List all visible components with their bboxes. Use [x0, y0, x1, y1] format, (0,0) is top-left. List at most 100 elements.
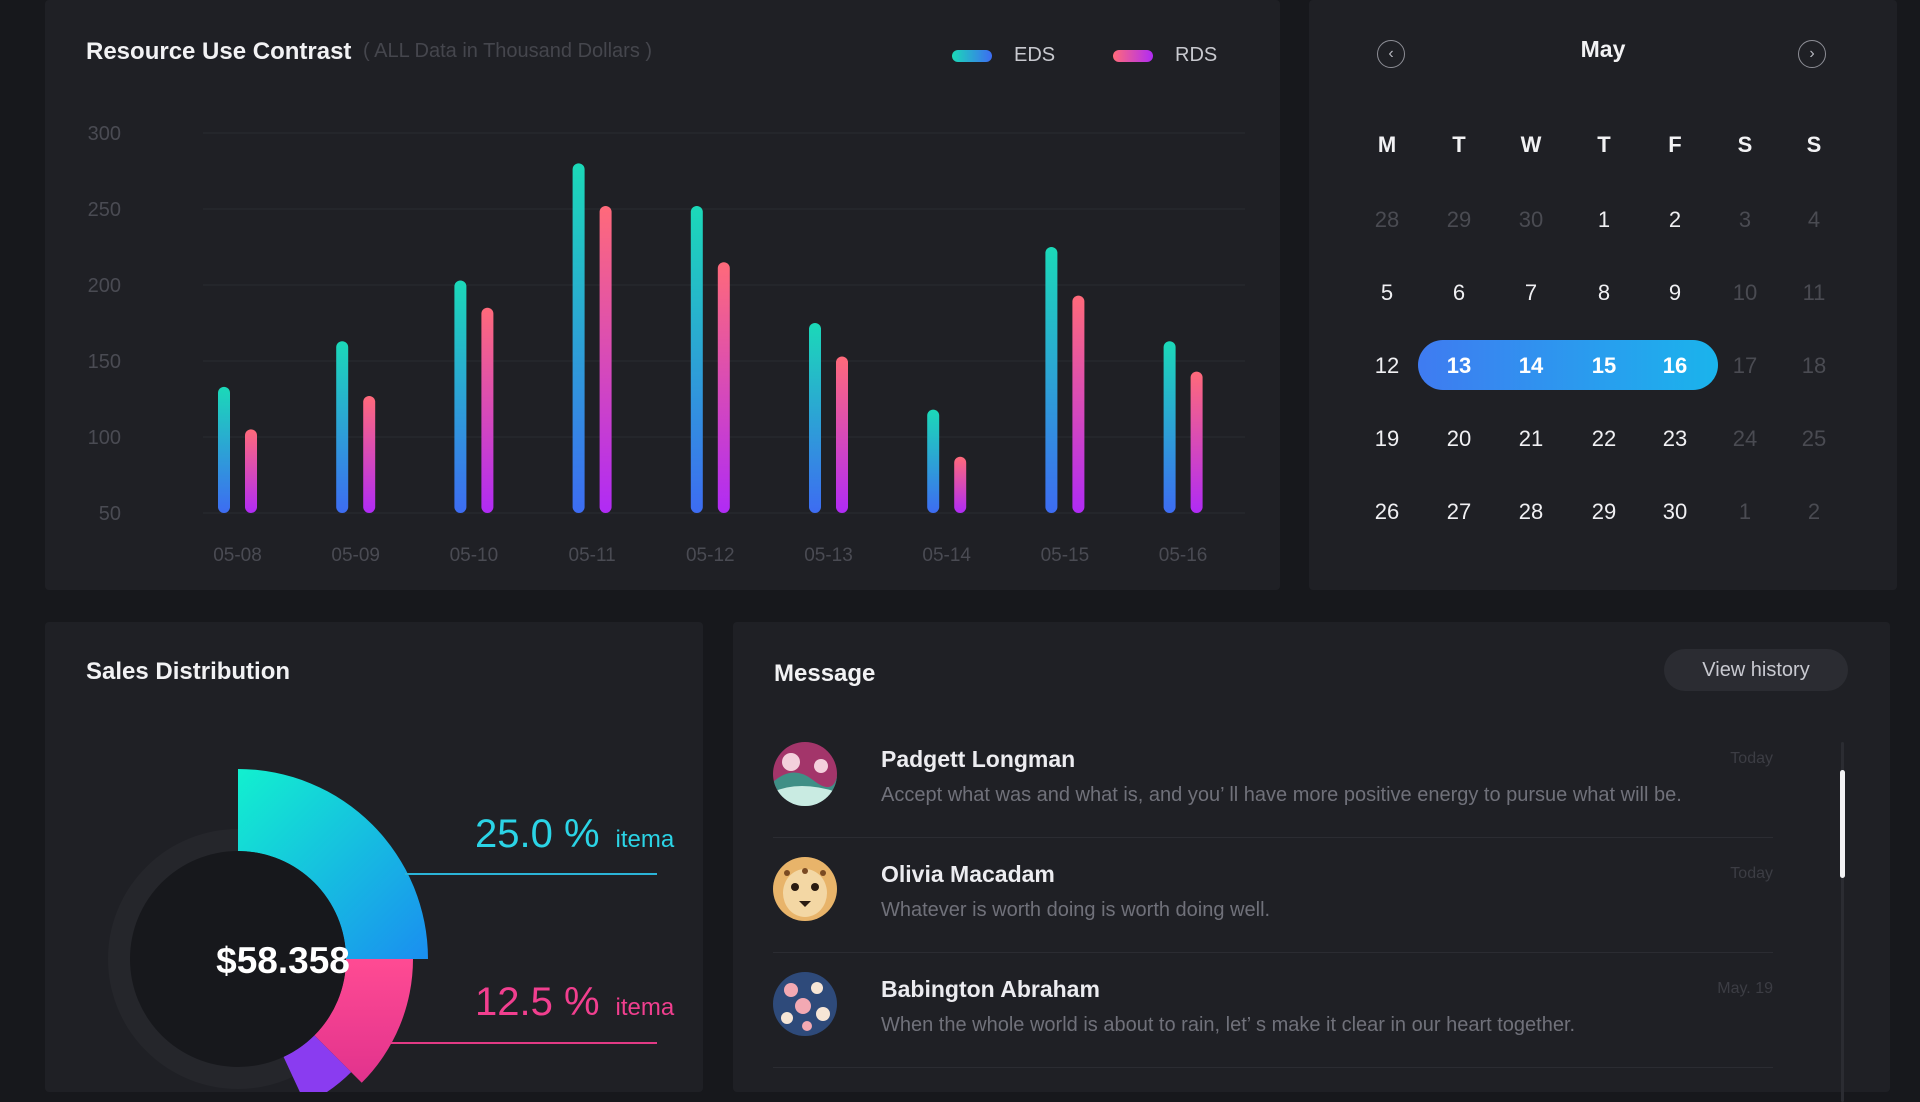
- calendar-day[interactable]: 24: [1732, 426, 1758, 451]
- segment-label-2: 12.5 % itema: [475, 980, 674, 1025]
- calendar-day[interactable]: 21: [1518, 426, 1544, 451]
- bar-rds-05-13[interactable]: [836, 356, 848, 513]
- bar-eds-05-10[interactable]: [454, 280, 467, 513]
- bar-eds-05-16[interactable]: [1163, 341, 1176, 513]
- chart-subtitle: ( ALL Data in Thousand Dollars ): [363, 40, 653, 62]
- view-history-button[interactable]: View history: [1664, 649, 1848, 691]
- segment-percent-1: 25.0 %: [475, 812, 600, 856]
- calendar-day[interactable]: 30: [1662, 499, 1688, 524]
- message-preview: When the whole world is about to rain, l…: [881, 1014, 1576, 1036]
- legend-rds[interactable]: RDS: [1113, 44, 1217, 67]
- calendar-day[interactable]: 8: [1597, 280, 1611, 305]
- calendar-day[interactable]: 7: [1524, 280, 1538, 305]
- bar-eds-05-14[interactable]: [927, 409, 940, 513]
- calendar-day[interactable]: 28: [1518, 499, 1544, 524]
- calendar-day[interactable]: 20: [1446, 426, 1472, 451]
- calendar-day[interactable]: 1: [1738, 499, 1752, 524]
- bar-eds-05-08[interactable]: [218, 386, 230, 513]
- message-time: May. 19: [1717, 980, 1773, 997]
- calendar-day[interactable]: 3: [1738, 207, 1752, 232]
- calendar-day[interactable]: 10: [1732, 280, 1758, 305]
- calendar-day[interactable]: 2: [1807, 499, 1821, 524]
- calendar-day[interactable]: 16: [1662, 353, 1688, 378]
- message-scrollbar-thumb[interactable]: [1840, 770, 1845, 878]
- message-sender: Babington Abraham: [881, 976, 1100, 1002]
- message-scrollbar-track[interactable]: [1841, 742, 1844, 1102]
- prev-month-button[interactable]: ‹: [1377, 40, 1405, 68]
- bar-rds-05-10[interactable]: [481, 307, 494, 513]
- next-month-button[interactable]: ›: [1798, 40, 1826, 68]
- bar-eds-05-13[interactable]: [809, 323, 821, 513]
- message-time: Today: [1730, 750, 1773, 767]
- message-preview: Accept what was and what is, and you’ ll…: [881, 784, 1682, 806]
- calendar-day[interactable]: 29: [1591, 499, 1617, 524]
- calendar-day[interactable]: 13: [1446, 353, 1472, 378]
- pct-leader-line-1: [405, 873, 657, 875]
- floral-avatar-icon: [773, 972, 837, 1036]
- calendar-day[interactable]: 26: [1374, 499, 1400, 524]
- calendar-day[interactable]: 23: [1662, 426, 1688, 451]
- sales-title: Sales Distribution: [86, 658, 291, 685]
- calendar-day[interactable]: 15: [1591, 353, 1617, 378]
- calendar-day[interactable]: 5: [1380, 280, 1394, 305]
- calendar-week-row: 12 13 14 15 16 17 18: [1309, 341, 1826, 391]
- x-tick-label: 05-10: [450, 545, 499, 566]
- y-tick-label: 300: [88, 123, 121, 145]
- calendar-day[interactable]: 9: [1668, 280, 1682, 305]
- message-item[interactable]: Padgett Longman Accept what was and what…: [773, 722, 1773, 838]
- bar-rds-05-12[interactable]: [717, 262, 730, 513]
- y-tick-label: 250: [88, 199, 121, 221]
- donut-center: [130, 851, 346, 1067]
- y-tick-label: 200: [88, 275, 121, 297]
- donut-segment-1[interactable]: [238, 769, 428, 959]
- calendar-week-row: 26 27 28 29 30 1 2: [1309, 487, 1820, 537]
- calendar-week-row: 19 20 21 22 23 24 25: [1309, 414, 1826, 464]
- donut-segment-3[interactable]: [283, 1035, 352, 1092]
- chart-title: Resource Use Contrast: [86, 38, 352, 65]
- calendar-day[interactable]: 22: [1591, 426, 1617, 451]
- calendar-week-row: 28 29 30 1 2 3 4: [1309, 195, 1820, 245]
- calendar-day[interactable]: 18: [1801, 353, 1827, 378]
- message-item[interactable]: Olivia Macadam Whatever is worth doing i…: [773, 837, 1773, 953]
- calendar-day[interactable]: 19: [1374, 426, 1400, 451]
- chevron-left-icon: ‹: [1388, 45, 1394, 62]
- calendar-day[interactable]: 29: [1446, 207, 1472, 232]
- calendar-day[interactable]: 17: [1732, 353, 1758, 378]
- calendar-day[interactable]: 1: [1597, 207, 1611, 232]
- bar-rds-05-08[interactable]: [245, 429, 257, 513]
- message-item[interactable]: Babington Abraham When the whole world i…: [773, 952, 1773, 1068]
- bar-rds-05-09[interactable]: [363, 395, 376, 513]
- calendar-month: May: [1580, 36, 1626, 62]
- bar-eds-05-15[interactable]: [1045, 247, 1058, 513]
- donut-segment-2[interactable]: [314, 959, 413, 1083]
- calendar-day[interactable]: 6: [1452, 280, 1466, 305]
- legend-eds[interactable]: EDS: [952, 44, 1055, 67]
- calendar-day[interactable]: 11: [1802, 280, 1826, 305]
- chevron-right-icon: ›: [1809, 45, 1815, 62]
- eds-legend-icon: [952, 49, 992, 62]
- bar-rds-05-11[interactable]: [599, 205, 612, 513]
- calendar-day[interactable]: 4: [1807, 207, 1821, 232]
- calendar-day[interactable]: 14: [1518, 353, 1544, 378]
- bar-rds-05-14[interactable]: [954, 456, 967, 513]
- calendar-day[interactable]: 30: [1518, 207, 1544, 232]
- bar-rds-05-16[interactable]: [1190, 371, 1203, 513]
- bar-eds-05-12[interactable]: [690, 205, 703, 513]
- message-title: Message: [774, 660, 876, 687]
- bar-rds-05-15[interactable]: [1072, 295, 1085, 513]
- bar-eds-05-09[interactable]: [336, 341, 349, 513]
- x-tick-label: 05-08: [213, 545, 262, 566]
- bar-eds-05-11[interactable]: [572, 163, 585, 513]
- calendar-day[interactable]: 28: [1374, 207, 1400, 232]
- calendar-day[interactable]: 27: [1446, 499, 1472, 524]
- landscape-avatar-icon: [773, 742, 837, 806]
- calendar-day[interactable]: 25: [1801, 426, 1827, 451]
- sales-distribution-panel: Sales Distribution $58.358 25.0 % itema …: [45, 622, 703, 1092]
- calendar-selected-range: [1418, 340, 1718, 390]
- calendar-week-row: 5 6 7 8 9 10 11: [1309, 268, 1826, 318]
- legend-eds-label: EDS: [1014, 44, 1056, 66]
- calendar-day[interactable]: 2: [1668, 207, 1682, 232]
- calendar-weekday: T: [1452, 132, 1466, 157]
- calendar-day[interactable]: 12: [1374, 353, 1400, 378]
